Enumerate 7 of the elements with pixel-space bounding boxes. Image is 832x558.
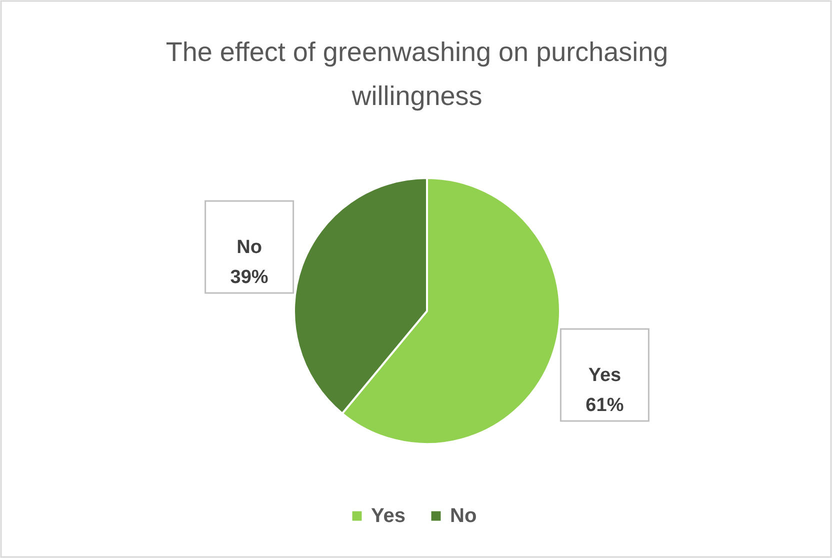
legend-label: No	[450, 505, 477, 527]
data-label: 39%	[230, 267, 268, 288]
legend-label: Yes	[371, 505, 406, 527]
chart-title: The effect of greenwashing on purchasing willingness	[166, 37, 668, 111]
slice-label: No	[236, 237, 262, 258]
data-label: 61%	[586, 394, 624, 416]
slice-label: Yes	[588, 364, 622, 386]
